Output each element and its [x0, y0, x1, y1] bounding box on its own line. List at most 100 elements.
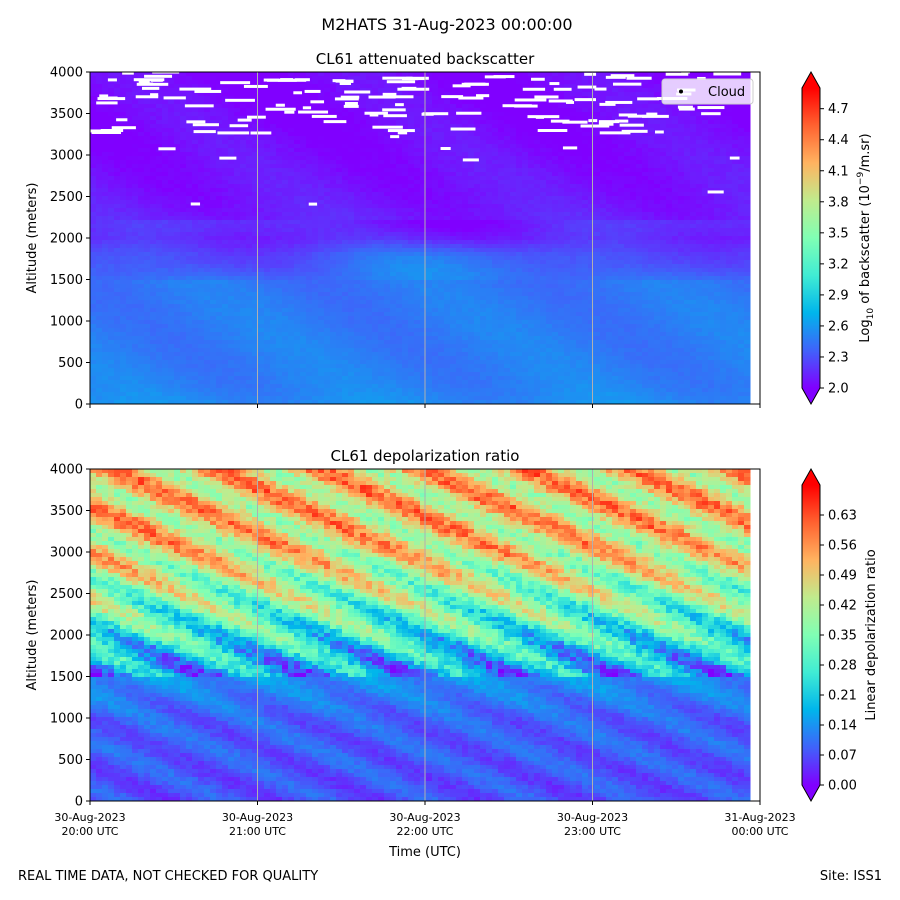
heatmap-cell — [132, 392, 139, 397]
heatmap-cell — [276, 208, 283, 213]
heatmap-cell — [288, 256, 295, 261]
heatmap-cell — [102, 352, 109, 357]
heatmap-cell — [216, 188, 223, 193]
heatmap-cell — [138, 248, 145, 253]
heatmap-cell — [126, 236, 133, 241]
heatmap-cell — [312, 216, 319, 221]
heatmap-cell — [210, 348, 217, 353]
heatmap-cell — [354, 200, 361, 205]
heatmap-cell — [96, 400, 103, 404]
heatmap-cell — [234, 360, 241, 365]
heatmap-cell — [444, 264, 451, 269]
heatmap-cell — [420, 120, 427, 125]
heatmap-cell — [150, 296, 157, 301]
heatmap-cell — [396, 368, 403, 373]
heatmap-cell — [216, 392, 223, 397]
heatmap-cell — [288, 208, 295, 213]
heatmap-cell — [372, 400, 379, 404]
heatmap-cell — [222, 120, 229, 125]
heatmap-cell — [216, 224, 223, 229]
heatmap-cell — [144, 296, 151, 301]
heatmap-cell — [438, 244, 445, 249]
heatmap-cell — [300, 380, 307, 385]
heatmap-cell — [414, 260, 421, 265]
heatmap-cell — [360, 320, 367, 325]
heatmap-cell — [264, 200, 271, 205]
heatmap-cell — [228, 260, 235, 265]
heatmap-cell — [444, 320, 451, 325]
heatmap-cell — [396, 356, 403, 361]
heatmap-cell — [132, 348, 139, 353]
heatmap-cell — [432, 232, 439, 237]
heatmap-cell — [390, 360, 397, 365]
heatmap-cell — [258, 392, 265, 397]
heatmap-cell — [336, 108, 343, 113]
heatmap-cell — [288, 132, 295, 137]
heatmap-cell — [360, 388, 367, 393]
heatmap-cell — [426, 172, 433, 177]
heatmap-cell — [228, 368, 235, 373]
heatmap-cell — [330, 248, 337, 253]
heatmap-cell — [426, 176, 433, 181]
heatmap-cell — [126, 388, 133, 393]
heatmap-cell — [204, 208, 211, 213]
heatmap-cell — [132, 120, 139, 125]
heatmap-cell — [444, 100, 451, 105]
heatmap-cell — [114, 152, 121, 157]
heatmap-cell — [330, 260, 337, 265]
heatmap-cell — [390, 256, 397, 261]
heatmap-cell — [228, 164, 235, 169]
heatmap-cell — [228, 112, 235, 117]
heatmap-cell — [444, 136, 451, 141]
heatmap-cell — [102, 392, 109, 397]
heatmap-cell — [294, 292, 301, 297]
heatmap-cell — [102, 396, 109, 401]
heatmap-cell — [264, 364, 271, 369]
heatmap-cell — [90, 284, 97, 289]
heatmap-cell — [228, 300, 235, 305]
heatmap-cell — [342, 216, 349, 221]
heatmap-cell — [402, 152, 409, 157]
heatmap-cell — [144, 152, 151, 157]
heatmap-cell — [138, 72, 145, 77]
heatmap-cell — [414, 164, 421, 169]
heatmap-cell — [414, 136, 421, 141]
heatmap-cell — [432, 180, 439, 185]
heatmap-cell — [276, 216, 283, 221]
heatmap-cell — [180, 252, 187, 257]
heatmap-cell — [288, 116, 295, 121]
heatmap-cell — [156, 176, 163, 181]
heatmap-cell — [312, 300, 319, 305]
heatmap-cell — [366, 80, 373, 85]
heatmap-cell — [366, 356, 373, 361]
heatmap-cell — [438, 136, 445, 141]
heatmap-cell — [132, 260, 139, 265]
heatmap-cell — [126, 188, 133, 193]
heatmap-cell — [156, 216, 163, 221]
heatmap-cell — [372, 172, 379, 177]
heatmap-cell — [240, 316, 247, 321]
heatmap-cell — [168, 324, 175, 329]
heatmap-cell — [330, 184, 337, 189]
heatmap-cell — [414, 316, 421, 321]
heatmap-cell — [108, 168, 115, 173]
heatmap-cell — [294, 168, 301, 173]
heatmap-cell — [102, 144, 109, 149]
heatmap-cell — [300, 184, 307, 189]
heatmap-cell — [420, 92, 427, 97]
heatmap-cell — [336, 324, 343, 329]
heatmap-cell — [222, 400, 229, 404]
heatmap-cell — [438, 200, 445, 205]
heatmap-cell — [426, 284, 433, 289]
heatmap-cell — [324, 112, 331, 117]
heatmap-cell — [234, 84, 241, 89]
heatmap-cell — [264, 316, 271, 321]
heatmap-cell — [270, 80, 277, 85]
heatmap-cell — [156, 136, 163, 141]
heatmap-cell — [444, 228, 451, 233]
heatmap-cell — [132, 80, 139, 85]
heatmap-cell — [432, 128, 439, 133]
heatmap-cell — [138, 200, 145, 205]
heatmap-cell — [282, 72, 289, 77]
heatmap-cell — [102, 388, 109, 393]
